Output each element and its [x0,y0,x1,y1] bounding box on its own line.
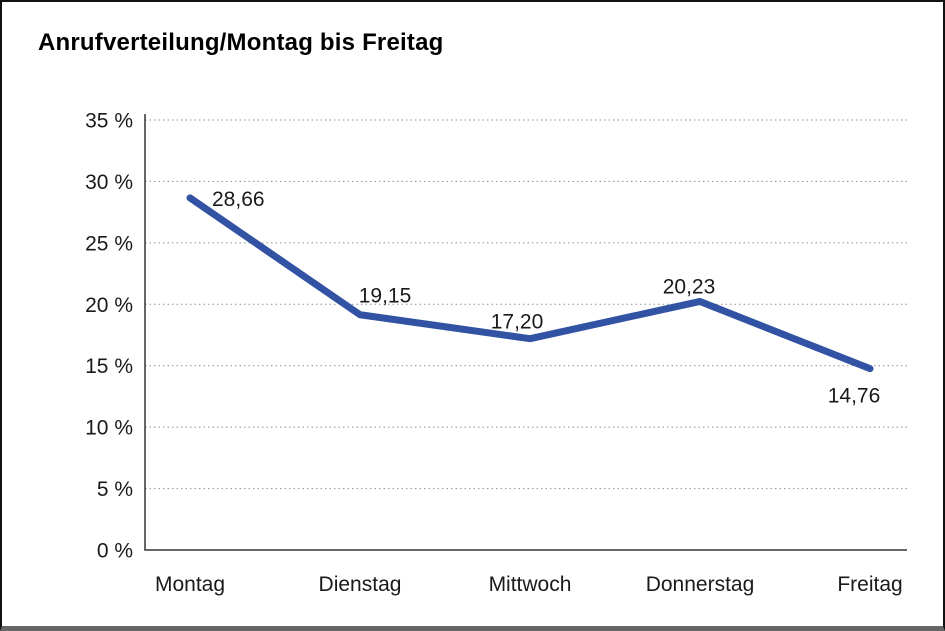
x-category-label: Donnerstag [646,573,755,596]
series-line-group [186,194,874,373]
series-line [186,194,874,373]
data-point-label: 14,76 [828,385,881,408]
y-tick-label: 25 % [85,232,133,255]
axis-lines [144,114,907,551]
data-point-labels: 28,66 19,15 17,20 20,23 14,76 [212,188,880,408]
y-tick-label: 5 % [97,478,133,501]
y-tick-label: 35 % [85,110,133,133]
y-tick-label: 30 % [85,171,133,194]
x-category-label: Montag [155,573,225,596]
data-point-label: 19,15 [359,285,412,308]
chart-title: Anrufverteilung/Montag bis Freitag [38,29,444,56]
axes [144,114,907,551]
x-category-label: Mittwoch [489,573,572,596]
data-point-label: 20,23 [663,275,716,298]
x-category-label: Freitag [837,573,902,596]
y-tick-label: 20 % [85,294,133,317]
gridlines [145,119,907,490]
y-axis-tick-labels: 35 % 30 % 25 % 20 % 15 % 10 % 5 % 0 % [85,110,133,563]
data-point-label: 17,20 [491,311,544,334]
x-axis-category-labels: Montag Dienstag Mittwoch Donnerstag Freitag [155,573,903,596]
y-tick-label: 0 % [97,540,133,563]
y-tick-label: 15 % [85,355,133,378]
y-tick-label: 10 % [85,417,133,440]
data-point-label: 28,66 [212,188,265,211]
x-category-label: Dienstag [319,573,402,596]
